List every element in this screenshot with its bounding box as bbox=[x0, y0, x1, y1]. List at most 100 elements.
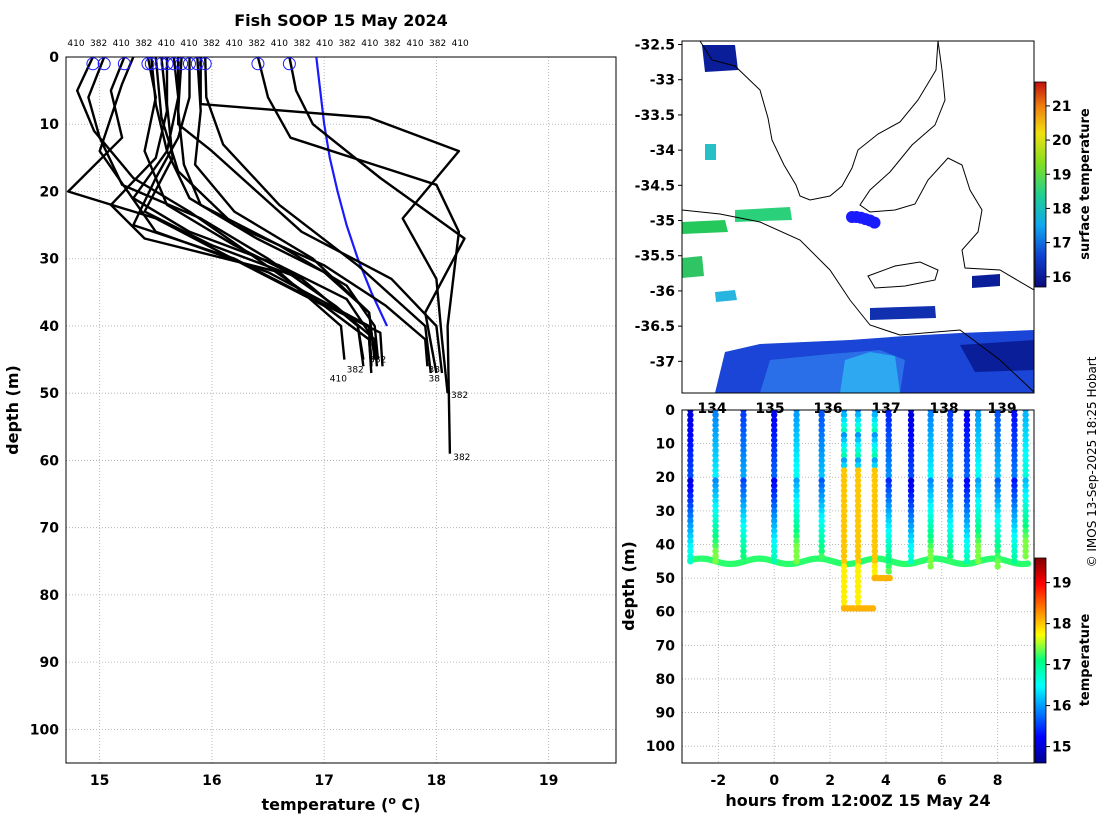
section-cast-point bbox=[840, 492, 848, 499]
section-cast-point bbox=[840, 507, 848, 515]
section-cast-point bbox=[793, 522, 800, 530]
section-cast-point bbox=[994, 472, 1001, 479]
profile-start-marker bbox=[97, 57, 111, 71]
section-cast-point bbox=[854, 447, 862, 454]
section-cast-point bbox=[885, 462, 892, 469]
section-cast-point bbox=[840, 583, 848, 590]
section-cast-point bbox=[770, 517, 778, 525]
section-cast-point bbox=[927, 487, 934, 494]
section-cast-point bbox=[994, 457, 1001, 464]
section-cast-point bbox=[1011, 548, 1018, 555]
section-cast-point bbox=[740, 442, 747, 449]
section-cast-point bbox=[740, 472, 747, 479]
section-cast-point bbox=[818, 487, 825, 494]
profile-grid bbox=[66, 57, 616, 763]
profile-axes-frame bbox=[65, 56, 617, 764]
section-cast-point bbox=[854, 542, 862, 550]
x-tick-label: 17 bbox=[314, 773, 333, 789]
section-cast-point bbox=[818, 497, 825, 504]
section-cast-point bbox=[793, 497, 800, 504]
section-cast-point bbox=[885, 548, 892, 555]
section-cast-point bbox=[770, 553, 778, 560]
section-cast-point bbox=[712, 522, 719, 530]
section-cast-point bbox=[946, 457, 954, 464]
section-cast-point bbox=[994, 553, 1001, 560]
section-cast-point bbox=[1022, 512, 1029, 520]
section-cast-point bbox=[907, 532, 915, 540]
section-cast-point bbox=[1011, 502, 1018, 510]
y-tick-label: 30 bbox=[40, 252, 60, 268]
section-cast-point bbox=[871, 467, 878, 474]
section-cast-point bbox=[770, 548, 778, 555]
section-cast-point bbox=[793, 426, 800, 434]
section-cast-point bbox=[687, 416, 694, 424]
section-cast-point bbox=[963, 411, 971, 419]
section-grid bbox=[682, 410, 1034, 763]
section-cast-point bbox=[687, 432, 694, 439]
section-cast-point bbox=[946, 492, 954, 499]
section-cast-point bbox=[793, 517, 800, 525]
section-x-ticks: -2 0 2 4 6 8 bbox=[711, 773, 1003, 789]
section-cast-point bbox=[963, 492, 971, 499]
section-cast-point bbox=[740, 467, 747, 474]
section-cast-point bbox=[946, 426, 954, 434]
section-cast-point bbox=[927, 548, 934, 555]
section-cast-point bbox=[927, 532, 934, 540]
section-casts bbox=[687, 410, 1032, 612]
section-cast-point bbox=[793, 527, 800, 535]
section-cast-point bbox=[885, 447, 892, 454]
section-cast-point bbox=[840, 598, 848, 605]
section-cast-point bbox=[740, 421, 747, 429]
shelf-break-contour bbox=[682, 209, 1034, 393]
section-cast-point bbox=[963, 426, 971, 434]
section-cast-point bbox=[885, 527, 892, 535]
section-cast-point bbox=[793, 542, 800, 550]
profile-start-marker bbox=[117, 57, 131, 71]
section-cast-point bbox=[687, 421, 694, 429]
section-cast-point bbox=[770, 482, 778, 489]
profile-id-label: 410 bbox=[158, 39, 175, 49]
section-cast-point bbox=[793, 472, 800, 479]
section-cast-point bbox=[963, 548, 971, 555]
section-cast-point bbox=[770, 426, 778, 434]
lat-tick-label: -32.5 bbox=[635, 38, 675, 54]
section-cast-point bbox=[770, 512, 778, 520]
temperature-colorbar-tick-label: 15 bbox=[1052, 740, 1071, 756]
section-cast-point bbox=[840, 537, 848, 545]
section-cast-point bbox=[740, 537, 747, 545]
profile-line bbox=[98, 57, 373, 367]
section-cast-point bbox=[840, 563, 848, 570]
section-cast-point bbox=[712, 426, 719, 434]
section-cast-point bbox=[854, 593, 862, 600]
profile-line bbox=[199, 57, 461, 394]
coastline-eyre-peninsula bbox=[699, 41, 939, 201]
section-cast-point bbox=[974, 416, 982, 424]
section-cast-point bbox=[712, 558, 719, 565]
section-cast-point bbox=[963, 558, 971, 565]
section-cast-point bbox=[840, 421, 848, 429]
section-cast-point bbox=[854, 527, 862, 535]
section-cast-point bbox=[770, 432, 778, 439]
section-cast-point bbox=[712, 467, 719, 474]
section-cast-point bbox=[871, 507, 878, 515]
x-tick-label: 15 bbox=[90, 773, 109, 789]
section-cast-point bbox=[687, 542, 694, 550]
section-cast-point bbox=[907, 482, 915, 489]
section-cast-point bbox=[946, 522, 954, 530]
section-cast-point bbox=[885, 568, 892, 575]
section-cast-point bbox=[927, 542, 934, 550]
section-cast-point bbox=[946, 477, 954, 484]
section-cast-point bbox=[927, 421, 934, 429]
section-cast-point bbox=[974, 426, 982, 434]
section-cast-point bbox=[687, 442, 694, 449]
section-cast-point bbox=[994, 558, 1001, 565]
section-cast-point bbox=[740, 512, 747, 520]
section-cast-point bbox=[974, 502, 982, 510]
section-cast-point bbox=[770, 416, 778, 424]
section-cast-point bbox=[907, 487, 915, 494]
section-y-tick-label: 100 bbox=[646, 739, 675, 755]
section-cast-point bbox=[994, 452, 1001, 459]
profile-end-label: 38 bbox=[429, 366, 441, 376]
profile-x-label: temperature (o C) bbox=[261, 794, 420, 814]
section-cast-point bbox=[871, 457, 878, 464]
